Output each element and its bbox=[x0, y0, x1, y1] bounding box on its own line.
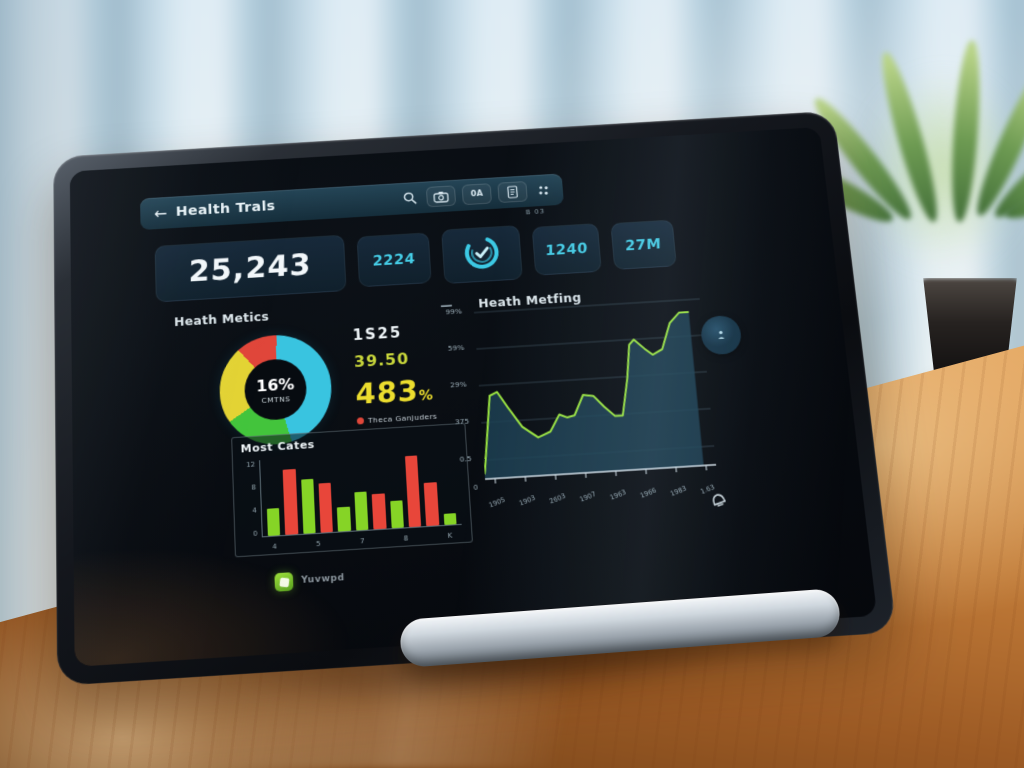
donut-value: 16% bbox=[255, 374, 295, 395]
bar-chart-y-tick: 0 bbox=[252, 529, 258, 538]
stats-row: 25,243 2224 1240 bbox=[154, 215, 678, 303]
progress-check-icon bbox=[460, 232, 504, 278]
bar bbox=[404, 455, 422, 528]
bar-chart-x-tick: K bbox=[447, 531, 453, 540]
app-icon bbox=[274, 572, 294, 592]
page-title: Health Trals bbox=[175, 198, 276, 220]
stat-value: 1240 bbox=[545, 239, 589, 260]
app-bar-actions: 0A bbox=[400, 180, 554, 209]
bar-chart-y-tick: 8 bbox=[251, 483, 257, 492]
line-chart-y-tick: 0.5 bbox=[459, 454, 472, 464]
stat-card[interactable]: 27M bbox=[610, 219, 677, 270]
bar-chart-y-tick: 4 bbox=[252, 506, 257, 515]
bar bbox=[354, 491, 369, 531]
bar bbox=[266, 507, 281, 537]
bar bbox=[389, 500, 404, 529]
stats-button[interactable]: 0A bbox=[461, 183, 492, 206]
bell-icon[interactable] bbox=[702, 484, 735, 516]
stat-value-primary: 25,243 bbox=[188, 247, 312, 290]
footer-app-label: Yuvwpd bbox=[301, 573, 345, 586]
line-chart-plot bbox=[474, 292, 718, 491]
section-title-left: Heath Metics bbox=[173, 308, 270, 329]
line-chart-x-tick: 1903 bbox=[518, 493, 537, 508]
line-chart-y-tick: 99% bbox=[445, 306, 463, 317]
stat-card[interactable]: 1240 bbox=[531, 223, 602, 276]
stat-value: 2224 bbox=[372, 249, 416, 270]
line-chart-x-tick: 1983 bbox=[669, 484, 688, 498]
bar bbox=[371, 493, 387, 530]
bar-chart-x-tick: 7 bbox=[359, 537, 365, 546]
line-chart-x-tick: 1966 bbox=[638, 486, 658, 500]
legend-dot bbox=[356, 417, 365, 425]
bar bbox=[300, 478, 316, 534]
bar bbox=[318, 482, 334, 533]
donut-chart[interactable]: 16% CMTNS bbox=[218, 332, 334, 448]
app-bar: ← Health Trals 0A bbox=[140, 173, 565, 231]
line-chart-origin-label: 0 bbox=[473, 483, 479, 492]
back-icon[interactable]: ← bbox=[153, 203, 168, 223]
bar-chart-y-axis: 12 8 4 0 bbox=[237, 461, 258, 539]
stat-card-progress[interactable] bbox=[441, 225, 523, 285]
line-chart[interactable]: 99% 59% 29% 375 0.5 0 1905 1903 2603 1907 1963 19… bbox=[418, 290, 730, 525]
line-chart-x-tick: 1963 bbox=[608, 488, 628, 502]
bar-chart-x-tick: 5 bbox=[316, 539, 321, 549]
bar-chart-y-tick: 12 bbox=[246, 460, 256, 470]
footer-app[interactable]: Yuvwpd bbox=[274, 569, 345, 592]
line-chart-x-tick: 1907 bbox=[578, 490, 598, 504]
stat-value: 27M bbox=[625, 235, 662, 255]
tablet-device: ← Health Trals 0A bbox=[53, 110, 897, 686]
camera-button[interactable] bbox=[425, 185, 457, 208]
bar-chart-x-tick: 8 bbox=[403, 534, 409, 543]
stat-card[interactable]: 2224 bbox=[356, 232, 432, 288]
donut-center: 16% CMTNS bbox=[243, 357, 308, 422]
page-indicator: B 03 bbox=[525, 207, 546, 217]
bar bbox=[282, 468, 299, 535]
bar-chart-title: Most Cates bbox=[240, 438, 316, 456]
line-chart-x-tick: 1905 bbox=[487, 495, 507, 510]
bar bbox=[337, 506, 351, 532]
bar-chart-x-tick: 4 bbox=[272, 542, 278, 551]
search-icon[interactable] bbox=[400, 188, 420, 208]
line-chart-y-tick: 29% bbox=[449, 379, 468, 390]
tablet-screen: ← Health Trals 0A bbox=[69, 127, 878, 667]
line-chart-x-tick: 2603 bbox=[548, 491, 567, 506]
stat-card-primary[interactable]: 25,243 bbox=[154, 234, 347, 303]
document-button[interactable] bbox=[497, 181, 528, 204]
line-chart-y-tick: 59% bbox=[447, 342, 465, 353]
grid-menu-icon[interactable] bbox=[533, 180, 554, 200]
donut-label: CMTNS bbox=[261, 393, 291, 405]
line-chart-y-tick: 375 bbox=[454, 416, 470, 427]
